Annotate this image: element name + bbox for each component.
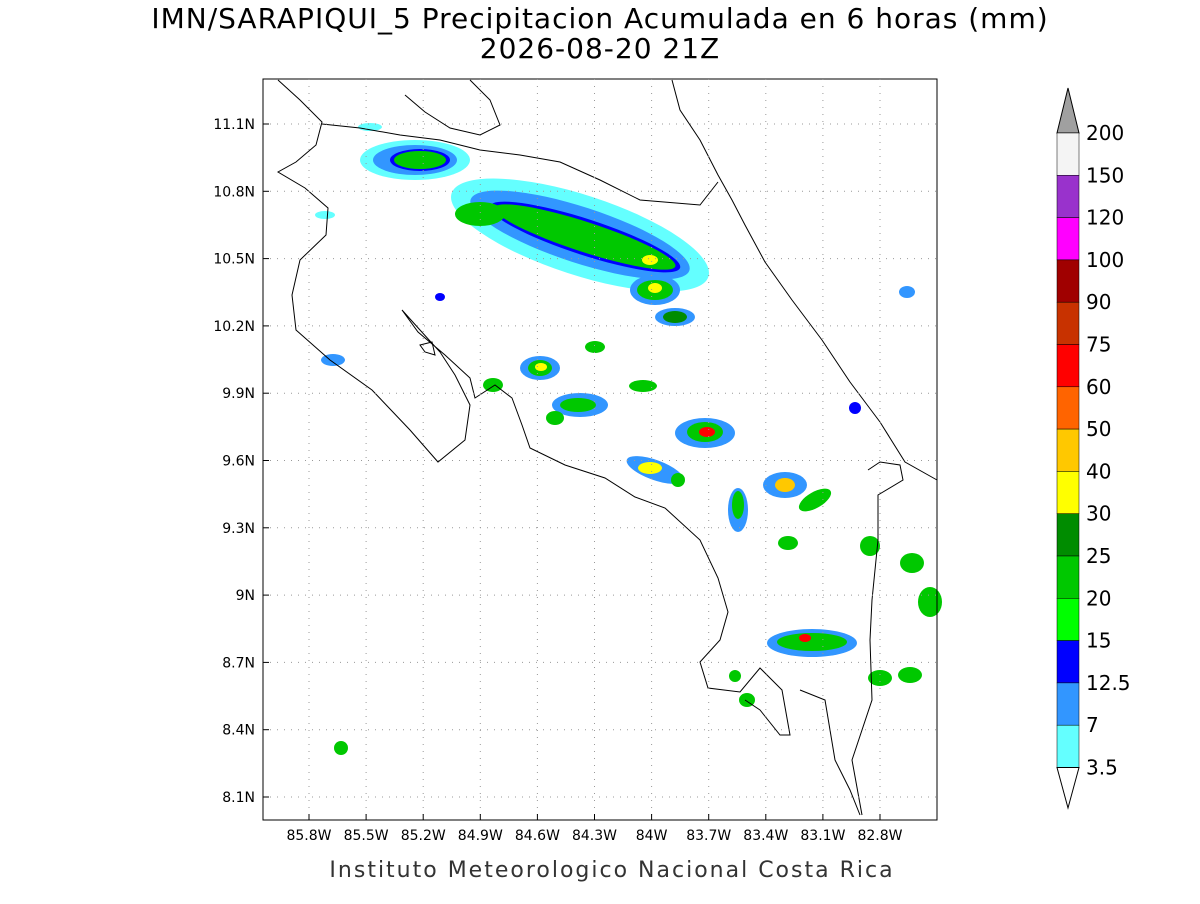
colorbar-box [1056,259,1080,303]
y-tick-label: 9.6N [222,454,255,470]
colorbar-label: 12.5 [1086,671,1131,695]
x-tick-label: 84.9W [458,828,503,844]
y-tick-label: 9.3N [222,521,255,537]
colorbar-label: 7 [1086,713,1099,737]
colorbar-label: 200 [1086,121,1124,145]
colorbar: 200 150 120 100 90 75 60 50 40 30 25 20 15 12.5 7 3.5 [1056,87,1131,810]
x-tick-label: 85.5W [344,828,389,844]
x-tick-label: 85.8W [286,828,331,844]
x-tick-label: 83.4W [743,828,788,844]
colorbar-box [1056,598,1080,641]
y-tick-label: 8.7N [222,655,255,671]
colorbar-box [1056,132,1080,176]
y-tick-label: 10.5N [213,252,255,268]
subtitle: 2026-08-20 21Z [480,32,720,65]
precip-fields [315,123,942,755]
colorbar-box [1056,513,1080,557]
x-tick-label: 82.8W [857,828,902,844]
colorbar-box [1056,217,1080,261]
colorbar-label: 3.5 [1086,756,1118,780]
map-frame [262,78,938,821]
colorbar-box [1056,640,1080,684]
x-tick-label: 84W [636,828,668,844]
colorbar-label: 15 [1086,629,1111,653]
colorbar-label: 25 [1086,544,1111,568]
colorbar-box [1056,682,1080,726]
x-tick-label: 83.7W [686,828,731,844]
colorbar-over [1056,87,1080,134]
colorbar-box [1056,301,1080,345]
colorbar-label: 20 [1086,586,1111,610]
colorbar-box [1056,471,1080,514]
colorbar-under [1056,767,1080,810]
colorbar-box [1056,555,1080,599]
colorbar-label: 30 [1086,502,1111,526]
colorbar-label: 50 [1086,417,1111,441]
y-tick-label: 10.8N [213,184,255,200]
colorbar-box [1056,344,1080,388]
y-tick-label: 8.1N [222,790,255,806]
map: 85.8W 85.5W 85.2W 84.9W 84.6W 84.3W 84W 83.7W 83… [213,78,942,844]
coastlines [276,79,938,816]
x-tick-label: 84.6W [515,828,560,844]
colorbar-box [1056,386,1080,430]
title: IMN/SARAPIQUI_5 Precipitacion Acumulada … [151,2,1048,35]
colorbar-label: 90 [1086,290,1111,314]
colorbar-box [1056,428,1080,472]
colorbar-label: 100 [1086,248,1124,272]
x-tick-label: 85.2W [401,828,446,844]
colorbar-box [1056,175,1080,218]
colorbar-label: 120 [1086,206,1124,230]
x-tick-label: 83.1W [800,828,845,844]
x-tick-label: 84.3W [572,828,617,844]
footer: Instituto Meteorologico Nacional Costa R… [329,858,894,883]
y-tick-label: 11.1N [213,117,255,133]
colorbar-label: 60 [1086,375,1111,399]
colorbar-label: 150 [1086,163,1124,187]
y-tick-label: 8.4N [222,723,255,739]
y-tick-label: 9.9N [222,386,255,402]
y-tick-label: 10.2N [213,319,255,335]
colorbar-box [1056,724,1080,768]
colorbar-label: 40 [1086,459,1111,483]
y-tick-label: 9N [236,588,255,604]
colorbar-label: 75 [1086,333,1111,357]
